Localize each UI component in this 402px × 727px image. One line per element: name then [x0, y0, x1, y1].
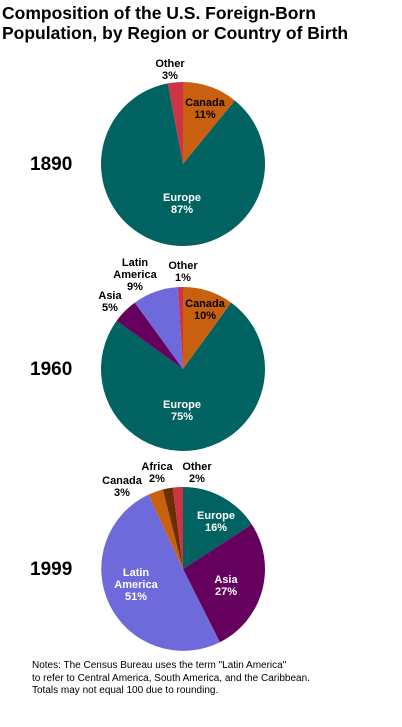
pie-chart-1890: 1890 Canada 11% Europe 87% Other 3%: [30, 58, 266, 246]
slice-1999-latin-america: [101, 494, 220, 651]
slice-1999-other: [172, 487, 183, 569]
slice-label-1999-other: Other 2%: [182, 461, 212, 485]
slice-1890-other: [167, 82, 183, 164]
slice-1960-europe: [100, 302, 265, 451]
slice-label-1890-europe: Europe 87%: [163, 192, 201, 216]
year-label-1999: 1999: [30, 559, 72, 580]
slice-label-1999-latin-america: Latin America 51%: [114, 567, 158, 603]
notes-line-1: Notes: The Census Bureau uses the term "…: [32, 660, 287, 671]
slice-1890-europe: [101, 83, 266, 246]
pie-chart-1960: 1960 Canada 10% Europe 75% Asia 5%Latin America…: [30, 257, 265, 451]
slice-label-1999-asia: Asia 27%: [214, 574, 238, 598]
pie-chart-1999: 1999 Europe 16% Asia 27% Latin America 51% Canad…: [30, 461, 265, 651]
slice-label-1960-other: Other 1%: [168, 260, 198, 284]
year-label-1890: 1890: [30, 154, 72, 175]
slice-1960-latin-america: [134, 287, 183, 369]
slice-1999-canada: [148, 489, 183, 569]
slice-1960-canada: [183, 287, 232, 369]
slice-1960-asia: [116, 302, 183, 369]
slice-1999-europe: [183, 487, 252, 569]
notes: Notes: The Census Bureau uses the term "…: [32, 660, 392, 698]
slice-label-1999-canada: Canada 3%: [102, 475, 143, 499]
slice-label-1960-latin-america: Latin America 9%: [113, 257, 157, 293]
title-line-1: Composition of the U.S. Foreign-Born: [2, 3, 317, 23]
slice-label-1890-other: Other 3%: [155, 58, 185, 82]
slice-label-1999-africa: Africa 2%: [141, 461, 173, 485]
slice-1890-canada: [183, 82, 235, 164]
slice-label-1960-canada: Canada 10%: [185, 298, 226, 322]
year-label-1960: 1960: [30, 359, 72, 380]
notes-line-2: to refer to Central America, South Ameri…: [32, 672, 310, 684]
slice-1960-other: [177, 287, 183, 369]
slice-1999-africa: [162, 487, 183, 569]
slice-label-1890-canada: Canada 11%: [185, 97, 226, 121]
notes-line-3: Totals may not equal 100 due to rounding…: [32, 685, 219, 696]
title-line-2: Population, by Region or Country of Birt…: [2, 23, 349, 43]
slice-label-1999-europe: Europe 16%: [197, 510, 235, 534]
slice-1999-asia: [183, 524, 265, 643]
chart-title: Composition of the U.S. Foreign-Born Pop…: [2, 3, 400, 43]
slice-label-1960-europe: Europe 75%: [163, 399, 201, 423]
slice-label-1960-asia: Asia 5%: [98, 290, 122, 314]
